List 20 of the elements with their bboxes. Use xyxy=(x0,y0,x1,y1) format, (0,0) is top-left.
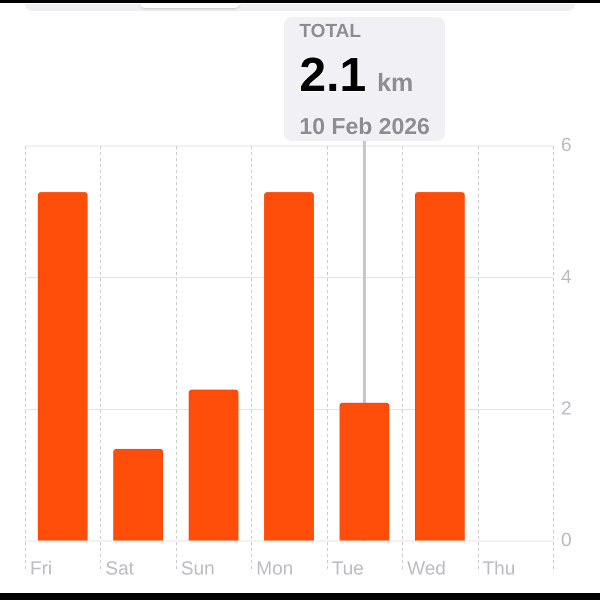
bar xyxy=(414,192,465,540)
bar xyxy=(188,390,238,540)
x-tick-label: Mon xyxy=(256,558,294,580)
bar xyxy=(113,448,164,540)
y-tick-label: 4 xyxy=(561,266,572,288)
y-tick-label: 2 xyxy=(561,398,572,420)
bar xyxy=(38,192,88,540)
ref-line-label: TOTAL 2.1 km 10 Feb 2026 xyxy=(299,21,430,139)
x-tick-label: Sat xyxy=(105,558,135,580)
callout: TOTAL 2.1 km 10 Feb 2026 xyxy=(284,17,445,141)
x-tick-label: Tue xyxy=(332,558,364,580)
segmented-control[interactable] xyxy=(25,3,575,11)
bar xyxy=(340,402,390,540)
x-tick-label: Fri xyxy=(30,558,52,580)
x-tick-label: Thu xyxy=(482,558,516,580)
y-tick-label: 6 xyxy=(561,135,572,156)
y-tick-label: 0 xyxy=(561,530,572,552)
x-tick-label: Sun xyxy=(180,558,215,580)
bar xyxy=(264,192,314,540)
x-tick-label: Wed xyxy=(407,558,446,580)
